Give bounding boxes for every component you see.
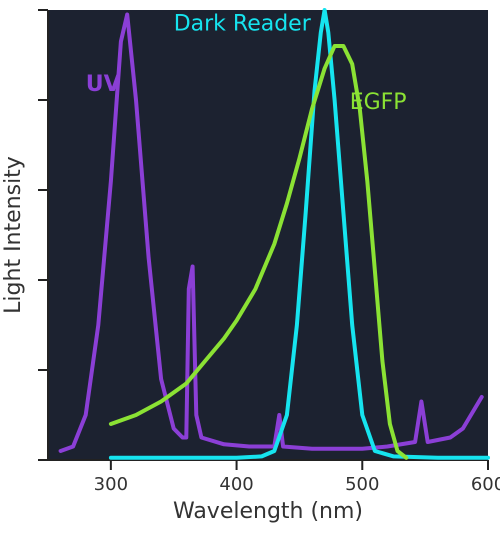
x-tick-label: 400 <box>219 474 253 495</box>
chart-svg: 300 400 500 600 Wavelength (nm) Light Inten… <box>0 0 500 534</box>
x-axis-label: Wavelength (nm) <box>173 499 363 524</box>
series-label-egfp: EGFP <box>350 90 407 115</box>
x-tick-label: 300 <box>94 474 128 495</box>
x-ticks: 300 400 500 600 <box>94 460 500 495</box>
x-tick-label: 600 <box>471 474 500 495</box>
y-axis-label: Light Intensity <box>1 156 26 314</box>
series-label-dark-reader: Dark Reader <box>174 11 312 36</box>
y-ticks <box>38 10 48 460</box>
spectrum-chart: 300 400 500 600 Wavelength (nm) Light Inten… <box>0 0 500 534</box>
x-tick-label: 500 <box>345 474 379 495</box>
series-label-uv: UV <box>86 72 121 97</box>
